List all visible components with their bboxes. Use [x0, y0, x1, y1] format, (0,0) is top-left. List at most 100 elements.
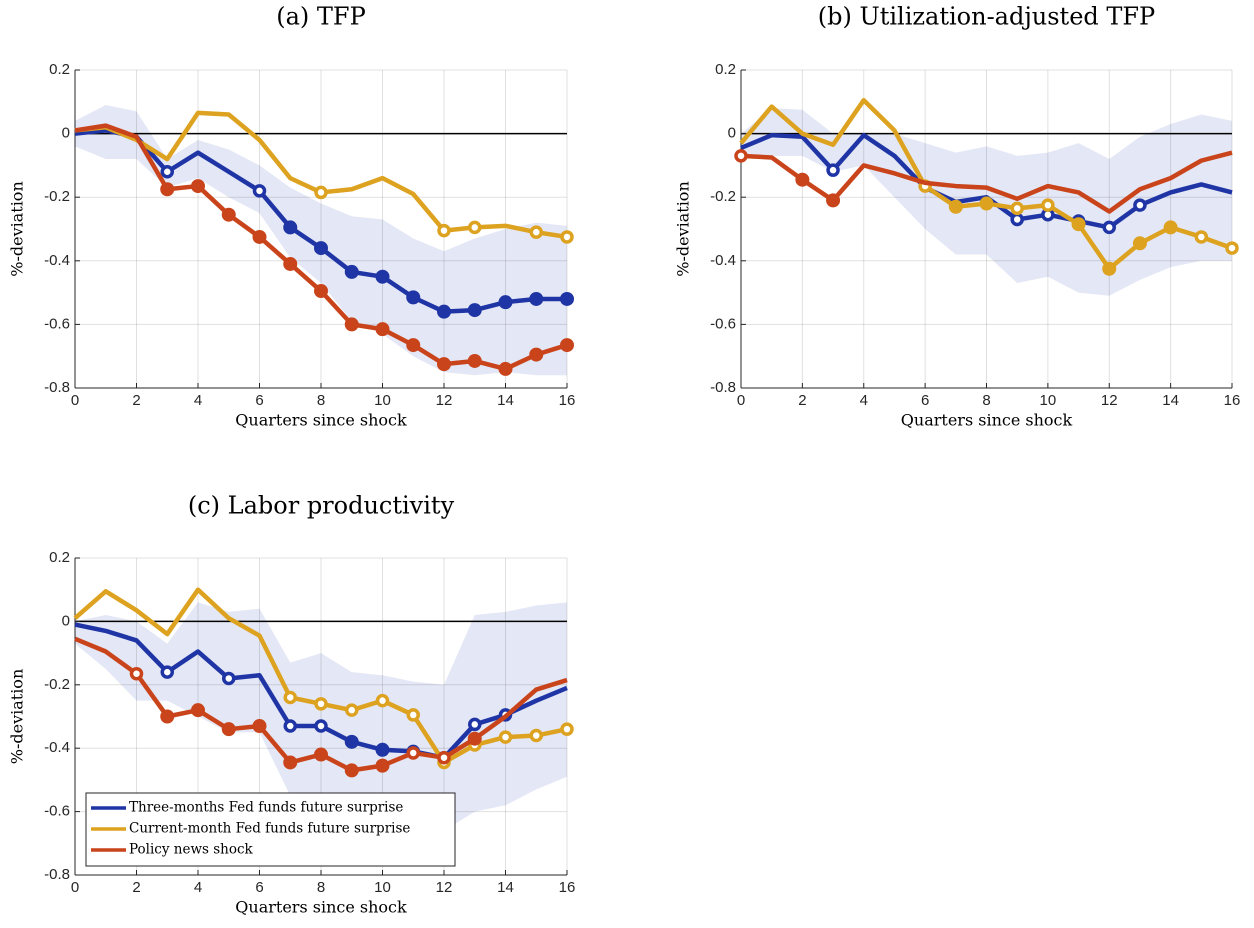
filled-marker [560, 291, 574, 306]
filled-marker [221, 207, 236, 222]
y-tick-label: -0.2 [710, 188, 736, 205]
x-tick-label: 14 [497, 879, 514, 896]
series-line [740, 150, 1233, 214]
chart-title: (c) Labor productivity [188, 492, 455, 520]
open-marker [283, 690, 297, 705]
filled-marker [221, 722, 236, 737]
legend-box [85, 792, 456, 867]
open-marker [560, 722, 574, 736]
filled-marker [344, 264, 359, 279]
open-marker [529, 728, 543, 743]
filled-marker [252, 229, 267, 244]
filled-marker [283, 220, 298, 235]
filled-marker [375, 758, 390, 773]
x-tick-label: 0 [71, 879, 79, 896]
open-marker [437, 750, 451, 765]
filled-marker [252, 719, 267, 734]
x-tick-label: 8 [982, 392, 990, 409]
legend-label: Three-months Fed funds future surprise [129, 800, 403, 816]
x-tick-label: 10 [1040, 392, 1057, 409]
y-tick-label: -0.6 [44, 803, 70, 820]
filled-marker [1071, 217, 1086, 232]
open-marker [529, 225, 543, 239]
filled-marker [375, 322, 390, 337]
x-tick-label: 8 [317, 392, 325, 409]
open-marker [498, 730, 513, 744]
y-tick-label: -0.4 [44, 739, 70, 756]
filled-marker [498, 361, 513, 376]
y-tick-label: -0.2 [44, 188, 70, 205]
x-tick-label: 16 [1224, 392, 1241, 409]
open-marker [222, 671, 236, 686]
open-marker [1010, 201, 1024, 216]
open-marker [734, 149, 748, 163]
y-tick-label: -0.6 [710, 315, 736, 332]
y-tick-label: 0.2 [715, 61, 736, 78]
open-marker [468, 717, 482, 732]
filled-marker [948, 199, 963, 214]
filled-marker [314, 747, 328, 762]
x-tick-label: 6 [255, 879, 263, 896]
x-tick-label: 10 [374, 392, 391, 409]
filled-marker [529, 291, 544, 306]
x-axis-label: Quarters since shock [901, 411, 1073, 430]
x-tick-label: 8 [317, 879, 325, 896]
open-marker [406, 708, 420, 722]
filled-marker [826, 193, 841, 208]
open-marker [375, 693, 390, 708]
x-tick-label: 2 [132, 392, 140, 409]
y-tick-label: -0.8 [44, 379, 70, 396]
filled-marker [529, 347, 544, 362]
filled-marker [283, 256, 298, 271]
filled-marker [375, 742, 390, 757]
x-tick-label: 12 [436, 392, 453, 409]
y-tick-label: 0.2 [49, 549, 70, 566]
x-tick-label: 16 [559, 879, 576, 896]
filled-marker [283, 755, 298, 770]
open-marker [1010, 212, 1024, 227]
y-tick-label: 0.2 [49, 61, 70, 78]
y-axis-label: %-deviation [8, 181, 27, 277]
x-tick-label: 2 [798, 392, 806, 409]
y-tick-label: 0 [62, 125, 70, 142]
filled-marker [437, 357, 451, 372]
open-marker [560, 230, 574, 244]
y-tick-label: -0.6 [44, 315, 70, 332]
y-tick-label: -0.8 [44, 866, 70, 883]
open-marker [826, 163, 840, 177]
open-marker [129, 666, 144, 681]
open-marker [252, 184, 267, 198]
open-marker [1133, 198, 1147, 212]
filled-marker [191, 703, 205, 718]
open-marker [1194, 230, 1209, 244]
filled-marker [406, 290, 421, 305]
open-marker [314, 719, 328, 733]
open-marker [1102, 220, 1116, 235]
filled-marker [314, 284, 328, 299]
open-marker [314, 185, 328, 200]
x-axis-label: Quarters since shock [235, 411, 407, 430]
y-axis-label: %-deviation [674, 181, 693, 277]
filled-marker [314, 241, 328, 256]
x-tick-label: 0 [737, 392, 745, 409]
x-tick-label: 2 [132, 879, 140, 896]
open-marker [1225, 241, 1239, 255]
filled-marker [1132, 236, 1147, 251]
filled-marker [1102, 261, 1117, 276]
x-tick-label: 4 [194, 392, 202, 409]
x-axis-label: Quarters since shock [235, 898, 407, 917]
x-tick-label: 12 [436, 879, 453, 896]
filled-marker [344, 763, 359, 778]
x-tick-label: 0 [71, 392, 79, 409]
filled-marker [795, 172, 810, 187]
subplot: 0 2 4 6 8 10 12 14 16 -0.8 -0.6 -0.4 -0.2 0 0.2 (b) Uti… [674, 3, 1241, 430]
x-tick-label: 4 [860, 392, 868, 409]
x-tick-label: 6 [921, 392, 929, 409]
open-marker [406, 746, 420, 760]
open-marker [314, 697, 328, 711]
filled-marker [160, 709, 175, 724]
filled-marker [467, 731, 482, 746]
chart-title: (b) Utilization-adjusted TFP [818, 3, 1155, 31]
y-tick-label: 0 [728, 125, 736, 142]
